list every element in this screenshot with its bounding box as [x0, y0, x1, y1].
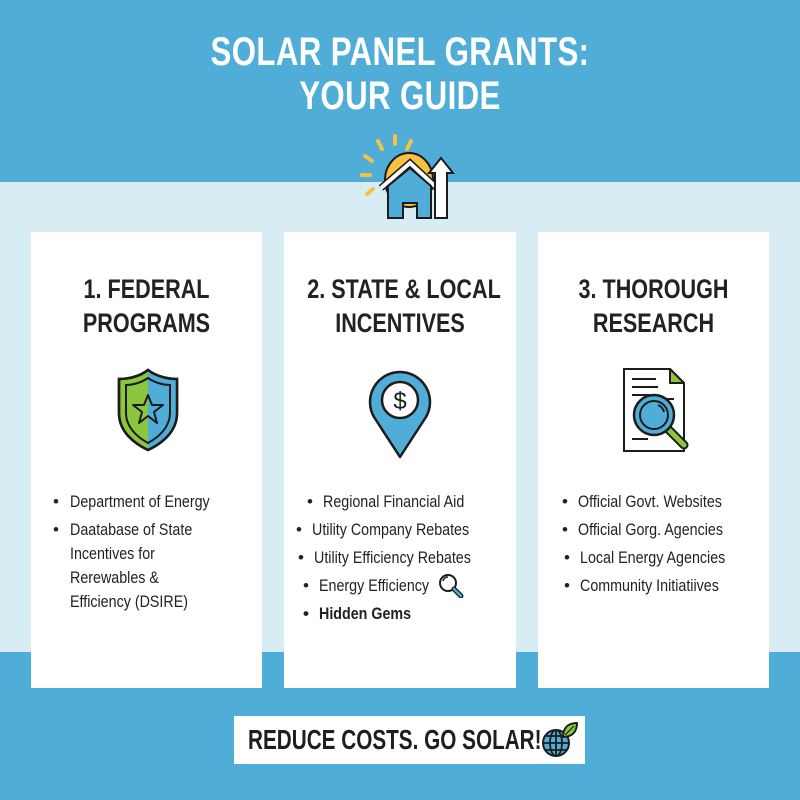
magnifying-glass-icon	[439, 573, 464, 598]
banner-text: REDUCE COSTS. GO SOLAR!	[248, 724, 542, 755]
list-item-text: Utility Efficiency Rebates	[314, 548, 471, 567]
card-federal-programs: 1. FEDERAL PROGRAMS • Department of Energ…	[31, 232, 262, 688]
list-item-text: Community Initiatiives	[580, 576, 719, 595]
page-title-line-1: SOLAR PANEL GRANTS:	[210, 30, 590, 74]
card-title-line-2: RESEARCH	[592, 308, 715, 338]
card-title-line-1: 2. STATE & LOCAL	[307, 274, 501, 304]
card-title: 2. STATE & LOCAL INCENTIVES	[284, 272, 516, 340]
list-item: • Local Energy Agencies	[538, 544, 769, 572]
bullet-dot: •	[564, 548, 570, 567]
bullet-dot: •	[303, 604, 309, 623]
bullet-list: • Regional Financial Aid • Utility Company…	[284, 488, 516, 628]
page-title-line-2: YOUR GUIDE	[299, 74, 501, 118]
card-title-line-1: 1. FEDERAL	[83, 274, 210, 304]
list-item: • Official Govt. Websites	[538, 488, 769, 516]
bullet-dot: •	[562, 492, 568, 511]
globe-leaf-icon	[542, 722, 578, 757]
document-magnifier-icon	[623, 368, 689, 452]
list-item-text: Department of Energy	[70, 492, 210, 511]
page-title: SOLAR PANEL GRANTS: YOUR GUIDE	[0, 30, 800, 118]
list-item: • Hidden Gems	[284, 600, 516, 628]
bullet-dot: •	[562, 520, 568, 539]
map-pin-dollar-icon: $	[368, 370, 432, 459]
shield-star-icon	[117, 368, 179, 452]
call-to-action-banner: REDUCE COSTS. GO SOLAR!	[234, 716, 585, 764]
bullet-dot: •	[303, 576, 309, 595]
svg-text:$: $	[393, 388, 406, 415]
list-item-text: Official Govt. Websites	[578, 492, 722, 511]
card-title: 1. FEDERAL PROGRAMS	[31, 272, 262, 340]
list-item: • Energy Efficiency	[284, 572, 516, 600]
list-item-text: Daatabase of State Incentives for Rerewa…	[70, 520, 193, 611]
bullet-dot: •	[53, 492, 59, 511]
bullet-dot: •	[307, 492, 313, 511]
list-item: • Official Gorg. Agencies	[538, 516, 769, 544]
list-item: • Utility Efficiency Rebates	[284, 544, 516, 572]
list-item-text: Utility Company Rebates	[312, 520, 470, 539]
list-item: • Community Initiatiives	[538, 572, 769, 600]
bullet-dot: •	[564, 576, 570, 595]
sun-house-arrow-up-icon	[360, 134, 455, 219]
list-item-text: Regional Financial Aid	[323, 492, 465, 511]
list-item-text: Hidden Gems	[319, 604, 412, 623]
bullet-dot: •	[298, 548, 304, 567]
list-item: • Department of Energy	[31, 488, 262, 516]
list-item: • Utility Company Rebates	[284, 516, 516, 544]
bullet-list: • Official Govt. Websites • Official Gorg.…	[538, 488, 769, 600]
bullet-dot: •	[296, 520, 302, 539]
card-title-line-1: 3. THOROUGH	[578, 274, 729, 304]
list-item-text: Official Gorg. Agencies	[578, 520, 723, 539]
bullet-list: • Department of Energy • Daatabase of Stat…	[31, 488, 262, 614]
list-item: • Daatabase of State Incentives for Rerew…	[31, 516, 262, 614]
card-thorough-research: 3. THOROUGH RESEARCH • Official Govt. Web…	[538, 232, 769, 688]
card-title: 3. THOROUGH RESEARCH	[538, 272, 769, 340]
card-state-local-incentives: 2. STATE & LOCAL INCENTIVES $ • Regional …	[284, 232, 516, 688]
card-title-line-2: INCENTIVES	[335, 308, 465, 338]
list-item-text: Energy Efficiency	[319, 576, 430, 595]
bullet-dot: •	[53, 520, 59, 539]
card-title-line-2: PROGRAMS	[82, 308, 211, 338]
list-item-text: Local Energy Agencies	[580, 548, 726, 567]
list-item: • Regional Financial Aid	[284, 488, 516, 516]
